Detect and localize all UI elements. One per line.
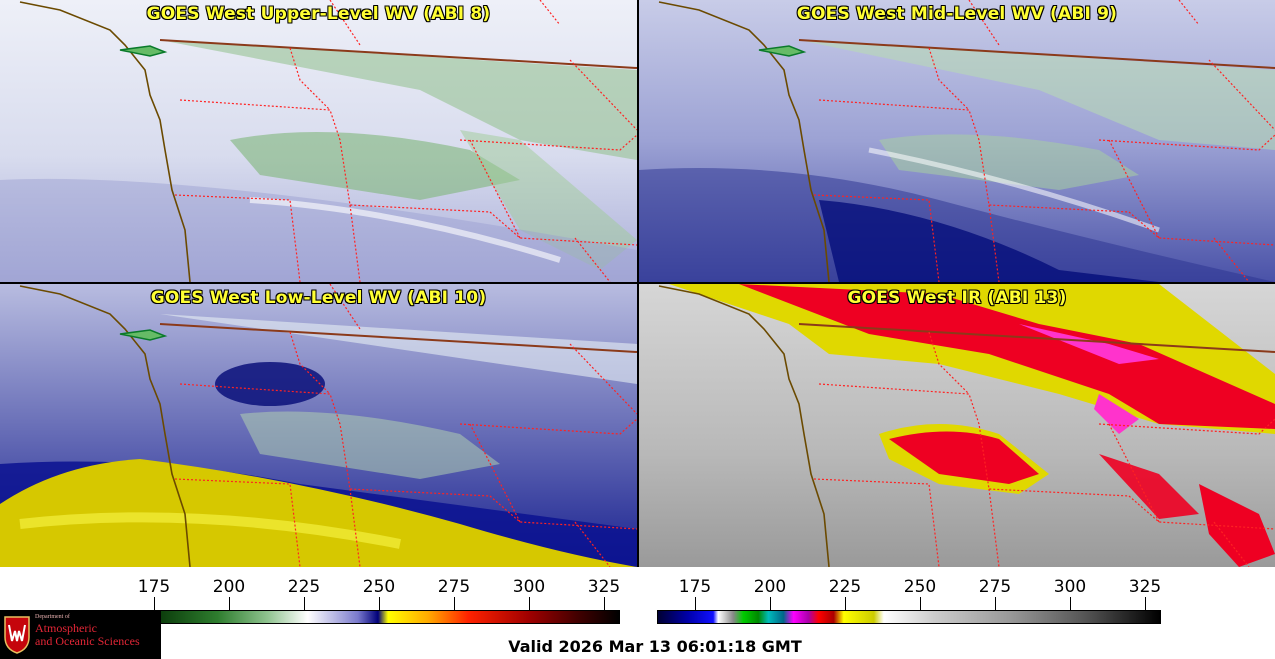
panel-low-level-wv: GOES West Low-Level WV (ABI 10) (0, 284, 637, 567)
tick-mark (454, 597, 455, 610)
tick-mark (1145, 597, 1146, 610)
tick-label: 225 (287, 577, 321, 597)
low-level-wv-image (0, 284, 637, 567)
colorbar-right-ticks: 175 200 225 250 275 300 325 (0, 577, 1275, 601)
tick-label: 175 (137, 577, 171, 597)
tick-mark (379, 597, 380, 610)
tick-label: 200 (212, 577, 246, 597)
panel-ir: GOES West IR (ABI 13) (639, 284, 1275, 567)
tick-label: 275 (437, 577, 471, 597)
tick-mark (229, 597, 230, 610)
tick-mark (304, 597, 305, 610)
logo-name: Atmospheric and Oceanic Sciences (35, 622, 140, 648)
tick-label: 300 (512, 577, 546, 597)
tick-label: 325 (1128, 577, 1162, 597)
footer: 175 200 225 250 275 300 325 175 200 225 … (0, 567, 1275, 659)
tick-label: 275 (978, 577, 1012, 597)
tick-label: 250 (903, 577, 937, 597)
tick-mark (154, 597, 155, 610)
mid-level-wv-image (639, 0, 1275, 282)
tick-label: 175 (678, 577, 712, 597)
upper-level-wv-image (0, 0, 637, 282)
tick-mark (604, 597, 605, 610)
tick-mark (770, 597, 771, 610)
logo-dept-text: Department of (35, 614, 70, 620)
ir-image (639, 284, 1275, 567)
tick-mark (995, 597, 996, 610)
colorbar-right (657, 610, 1161, 624)
uw-crest-icon (4, 616, 30, 654)
panel-upper-level-wv: GOES West Upper-Level WV (ABI 8) (0, 0, 637, 282)
colorbar-left-ticks: 175 200 225 250 275 300 325 (0, 577, 640, 601)
logo-line2: and Oceanic Sciences (35, 634, 140, 648)
tick-mark (695, 597, 696, 610)
colorbar-left (116, 610, 620, 624)
panel-divider-horizontal (0, 282, 1275, 284)
aos-logo[interactable]: Department of Atmospheric and Oceanic Sc… (0, 610, 161, 659)
tick-label: 200 (753, 577, 787, 597)
tick-mark (1070, 597, 1071, 610)
tick-label: 250 (362, 577, 396, 597)
tick-label: 300 (1053, 577, 1087, 597)
tick-label: 225 (828, 577, 862, 597)
logo-line1: Atmospheric (35, 621, 97, 635)
tick-mark (529, 597, 530, 610)
valid-time: Valid 2026 Mar 13 06:01:18 GMT (508, 637, 802, 656)
panel-mid-level-wv: GOES West Mid-Level WV (ABI 9) (639, 0, 1275, 282)
tick-mark (920, 597, 921, 610)
tick-label: 325 (587, 577, 621, 597)
tick-mark (845, 597, 846, 610)
